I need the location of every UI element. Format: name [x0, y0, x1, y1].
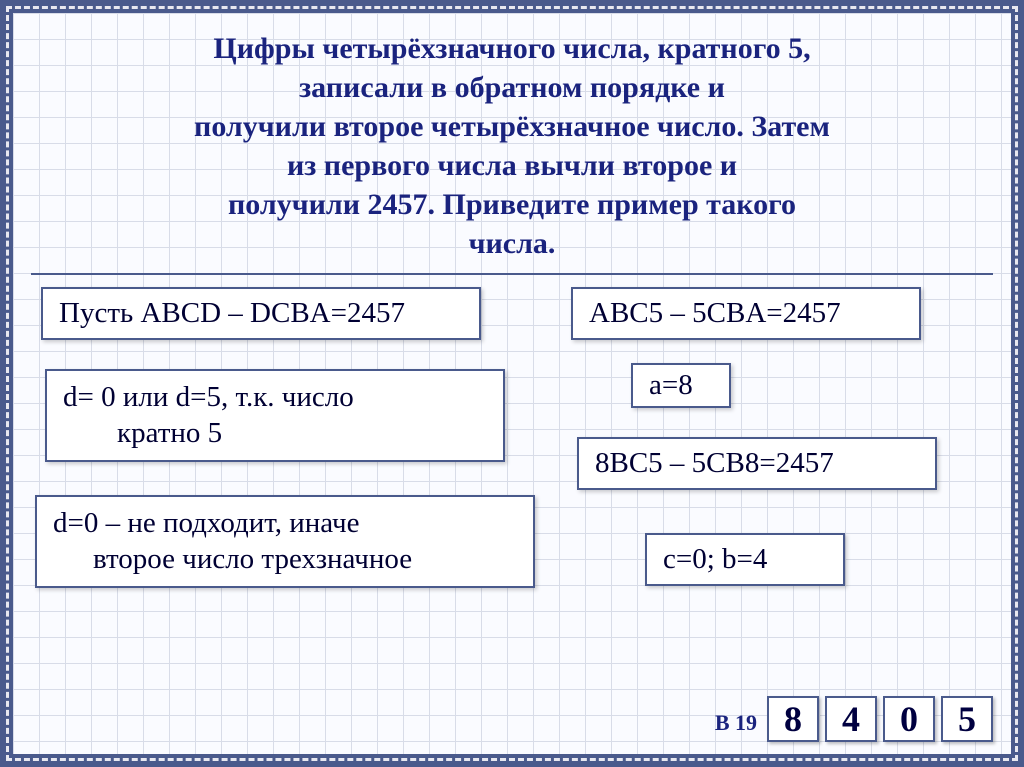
text-a8: a=8	[649, 369, 693, 402]
text-d0-l1: d=0 – не подходит, иначе	[53, 505, 517, 541]
box-cb: c=0; b=4	[645, 533, 845, 586]
text-cb: c=0; b=4	[663, 543, 767, 576]
text-d0-l2: второе число трехзначное	[53, 541, 517, 577]
box-a8: a=8	[631, 363, 731, 408]
answer-strip: В 19 8 4 0 5	[715, 696, 993, 742]
text-d-cond-l1: d= 0 или d=5, т.к. число	[63, 379, 487, 415]
slide-paper: Цифры четырёхзначного числа, кратного 5,…	[13, 13, 1011, 754]
solution-area: Пусть ABCD – DCBA=2457 ABC5 – 5CBA=2457 …	[31, 287, 993, 667]
title-line-5: получили 2457. Приведите пример такого	[51, 185, 973, 224]
answer-digit-2: 4	[825, 696, 877, 742]
text-abc5: ABC5 – 5CBA=2457	[589, 297, 841, 330]
title-divider	[31, 273, 993, 275]
box-main-equation: Пусть ABCD – DCBA=2457	[41, 287, 481, 340]
text-d-cond-l2: кратно 5	[63, 415, 487, 451]
answer-digit-3: 0	[883, 696, 935, 742]
problem-title: Цифры четырёхзначного числа, кратного 5,…	[31, 23, 993, 267]
title-line-6: числа.	[51, 224, 973, 263]
title-line-1: Цифры четырёхзначного числа, кратного 5,	[51, 29, 973, 68]
answer-digit-1: 8	[767, 696, 819, 742]
text-main-equation: Пусть ABCD – DCBA=2457	[59, 297, 405, 330]
box-abc5: ABC5 – 5CBA=2457	[571, 287, 921, 340]
answer-digit-4: 5	[941, 696, 993, 742]
title-line-3: получили второе четырёхзначное число. За…	[51, 107, 973, 146]
slide-frame: Цифры четырёхзначного числа, кратного 5,…	[6, 6, 1018, 761]
box-d-condition: d= 0 или d=5, т.к. число кратно 5	[45, 369, 505, 462]
text-subst: 8BC5 – 5CB8=2457	[595, 447, 834, 480]
answer-tag: В 19	[715, 710, 757, 742]
title-line-2: записали в обратном порядке и	[51, 68, 973, 107]
box-subst: 8BC5 – 5CB8=2457	[577, 437, 937, 490]
box-d0: d=0 – не подходит, иначе второе число тр…	[35, 495, 535, 588]
title-line-4: из первого числа вычли второе и	[51, 146, 973, 185]
